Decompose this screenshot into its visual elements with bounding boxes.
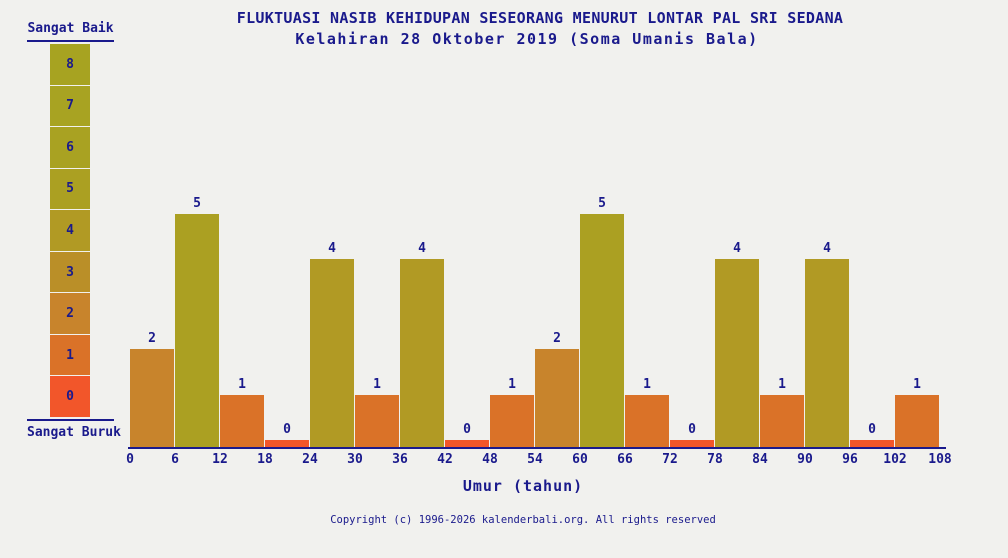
- bar-value-label: 0: [283, 422, 291, 437]
- bar-value-label: 5: [598, 195, 606, 211]
- bar-value-label: 1: [643, 376, 651, 392]
- x-tick-90: 90: [797, 452, 813, 467]
- bar-value-label: 0: [688, 422, 696, 437]
- bar-age-66-72: [625, 394, 669, 447]
- bar-value-label: 5: [193, 195, 201, 211]
- x-tick-84: 84: [752, 452, 768, 467]
- legend-level-1: 1: [50, 334, 90, 376]
- legend-level-3: 3: [50, 251, 90, 293]
- bar-value-label: 4: [418, 240, 426, 256]
- bar-age-84-90: [760, 394, 804, 447]
- chart-title: FLUKTUASI NASIB KEHIDUPAN SESEORANG MENU…: [236, 9, 844, 27]
- legend-level-8: 8: [50, 44, 90, 85]
- bar-value-label: 1: [778, 376, 786, 392]
- bar-value-label: 0: [868, 422, 876, 437]
- x-tick-0: 0: [126, 452, 134, 467]
- bar-age-90-96: [805, 258, 849, 447]
- bar-value-label: 4: [733, 240, 741, 256]
- bar-age-78-84: [715, 258, 759, 447]
- chart-subtitle: Kelahiran 28 Oktober 2019 (Soma Umanis B…: [295, 30, 759, 48]
- x-tick-42: 42: [437, 452, 453, 467]
- x-tick-18: 18: [257, 452, 273, 467]
- bar-age-42-48: [445, 440, 489, 447]
- legend-level-4: 4: [50, 210, 90, 251]
- x-axis-ticks: 0 6 12 18 24 30 36 42 48 54 60 66 72 78 84 90 96 102 108: [126, 452, 952, 468]
- x-tick-54: 54: [527, 452, 543, 467]
- bar-value-label: 4: [328, 240, 336, 256]
- x-axis-line: [128, 447, 946, 449]
- bar-value-label: 1: [508, 376, 516, 392]
- x-axis-title: Umur (tahun): [462, 477, 584, 495]
- legend-level-0: 0: [50, 376, 90, 417]
- bar-age-102-108: [895, 394, 939, 447]
- bar-value-label: 4: [823, 240, 831, 256]
- bar-age-96-102: [850, 440, 894, 447]
- legend-level-7: 7: [50, 85, 90, 127]
- bar-age-30-36: [355, 394, 399, 447]
- legend-label-sangat-buruk: Sangat Buruk: [27, 419, 121, 440]
- bar-age-54-60: [535, 349, 579, 447]
- x-tick-12: 12: [212, 452, 228, 467]
- bar-value-label: 2: [148, 331, 156, 347]
- x-tick-24: 24: [302, 452, 318, 467]
- legend-level-5: 5: [50, 168, 90, 210]
- bar-age-6-12: [175, 213, 219, 447]
- x-tick-72: 72: [662, 452, 678, 467]
- legend-label-sangat-baik: Sangat Baik: [27, 21, 114, 42]
- bar-age-24-30: [310, 258, 354, 447]
- bar-value-label: 0: [463, 422, 471, 437]
- bar-age-72-78: [670, 440, 714, 447]
- bar-age-0-6: [130, 349, 174, 447]
- x-tick-96: 96: [842, 452, 858, 467]
- x-tick-30: 30: [347, 452, 363, 467]
- copyright-text: Copyright (c) 1996-2026 kalenderbali.org…: [330, 514, 716, 526]
- plot-area: 2 5 1 0 4 1 4 0 1 2 5 1 0 4 1 4 0 1: [130, 0, 942, 447]
- bar-value-label: 1: [913, 376, 921, 392]
- x-tick-66: 66: [617, 452, 633, 467]
- x-tick-108: 108: [928, 452, 952, 467]
- x-tick-78: 78: [707, 452, 723, 467]
- x-tick-48: 48: [482, 452, 498, 467]
- legend-level-2: 2: [50, 293, 90, 334]
- x-tick-60: 60: [572, 452, 588, 467]
- legend-level-6: 6: [50, 127, 90, 168]
- bar-value-label: 1: [373, 376, 381, 392]
- bar-age-48-54: [490, 394, 534, 447]
- bar-value-label: 2: [553, 331, 561, 347]
- bar-age-60-66: [580, 213, 624, 447]
- bar-age-36-42: [400, 258, 444, 447]
- x-tick-6: 6: [171, 452, 179, 467]
- bar-value-label: 1: [238, 376, 246, 392]
- bar-age-12-18: [220, 394, 264, 447]
- x-tick-36: 36: [392, 452, 408, 467]
- x-tick-102: 102: [883, 452, 907, 467]
- bar-age-18-24: [265, 440, 309, 447]
